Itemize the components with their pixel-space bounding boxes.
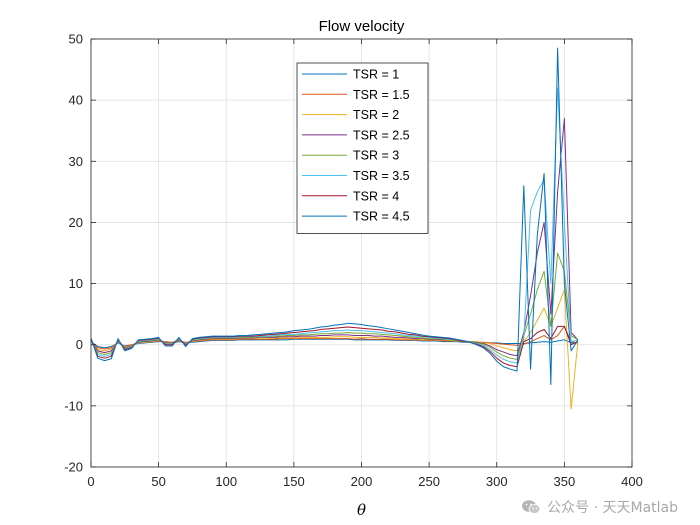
y-tick-label: 50 [69,32,83,47]
legend-box [296,62,429,234]
legend: TSR = 1 TSR = 1.5 TSR = 2 TSR = 2.5 TSR = 3 T… [296,62,429,234]
chart-title: Flow velocity [319,18,405,35]
x-tick-label: 0 [87,474,94,489]
x-tick-label: 200 [351,474,373,489]
legend-label-6: TSR = 3.5 [353,169,410,183]
y-tick-label: 0 [76,337,83,352]
series-line-7 [90,325,579,368]
ticks: 0 50 100 150 200 250 300 350 400 -20 -10 0 10 20 30 40 5… [64,32,643,490]
x-tick-label: 350 [554,474,576,489]
series-line-8 [90,47,579,385]
y-tick-label: 10 [69,276,83,291]
y-tick-label: -20 [64,460,83,475]
series-group [90,47,579,410]
legend-label-4: TSR = 2.5 [353,128,410,142]
y-tick-label: 40 [69,93,83,108]
legend-label-3: TSR = 2 [353,108,399,122]
series-line-3 [90,289,579,410]
x-tick-label: 400 [621,474,643,489]
y-tick-label: -10 [64,398,83,413]
x-tick-label: 50 [151,474,165,489]
y-tick-label: 30 [69,154,83,169]
legend-label-8: TSR = 4.5 [353,210,410,224]
legend-label-7: TSR = 4 [353,189,399,203]
x-tick-label: 100 [215,474,237,489]
legend-label-5: TSR = 3 [353,149,399,163]
legend-label-2: TSR = 1.5 [353,88,410,102]
series-line-4 [90,117,579,357]
y-tick-label: 20 [69,215,83,230]
wechat-icon [522,500,541,514]
x-tick-label: 250 [418,474,440,489]
x-tick-label: 300 [486,474,508,489]
watermark: 公众号 · 天天Matlab [521,497,678,517]
legend-label-1: TSR = 1 [353,68,399,82]
x-axis-label: θ [357,501,366,519]
x-tick-label: 150 [283,474,305,489]
watermark-text: 公众号 · 天天Matlab [547,500,678,516]
